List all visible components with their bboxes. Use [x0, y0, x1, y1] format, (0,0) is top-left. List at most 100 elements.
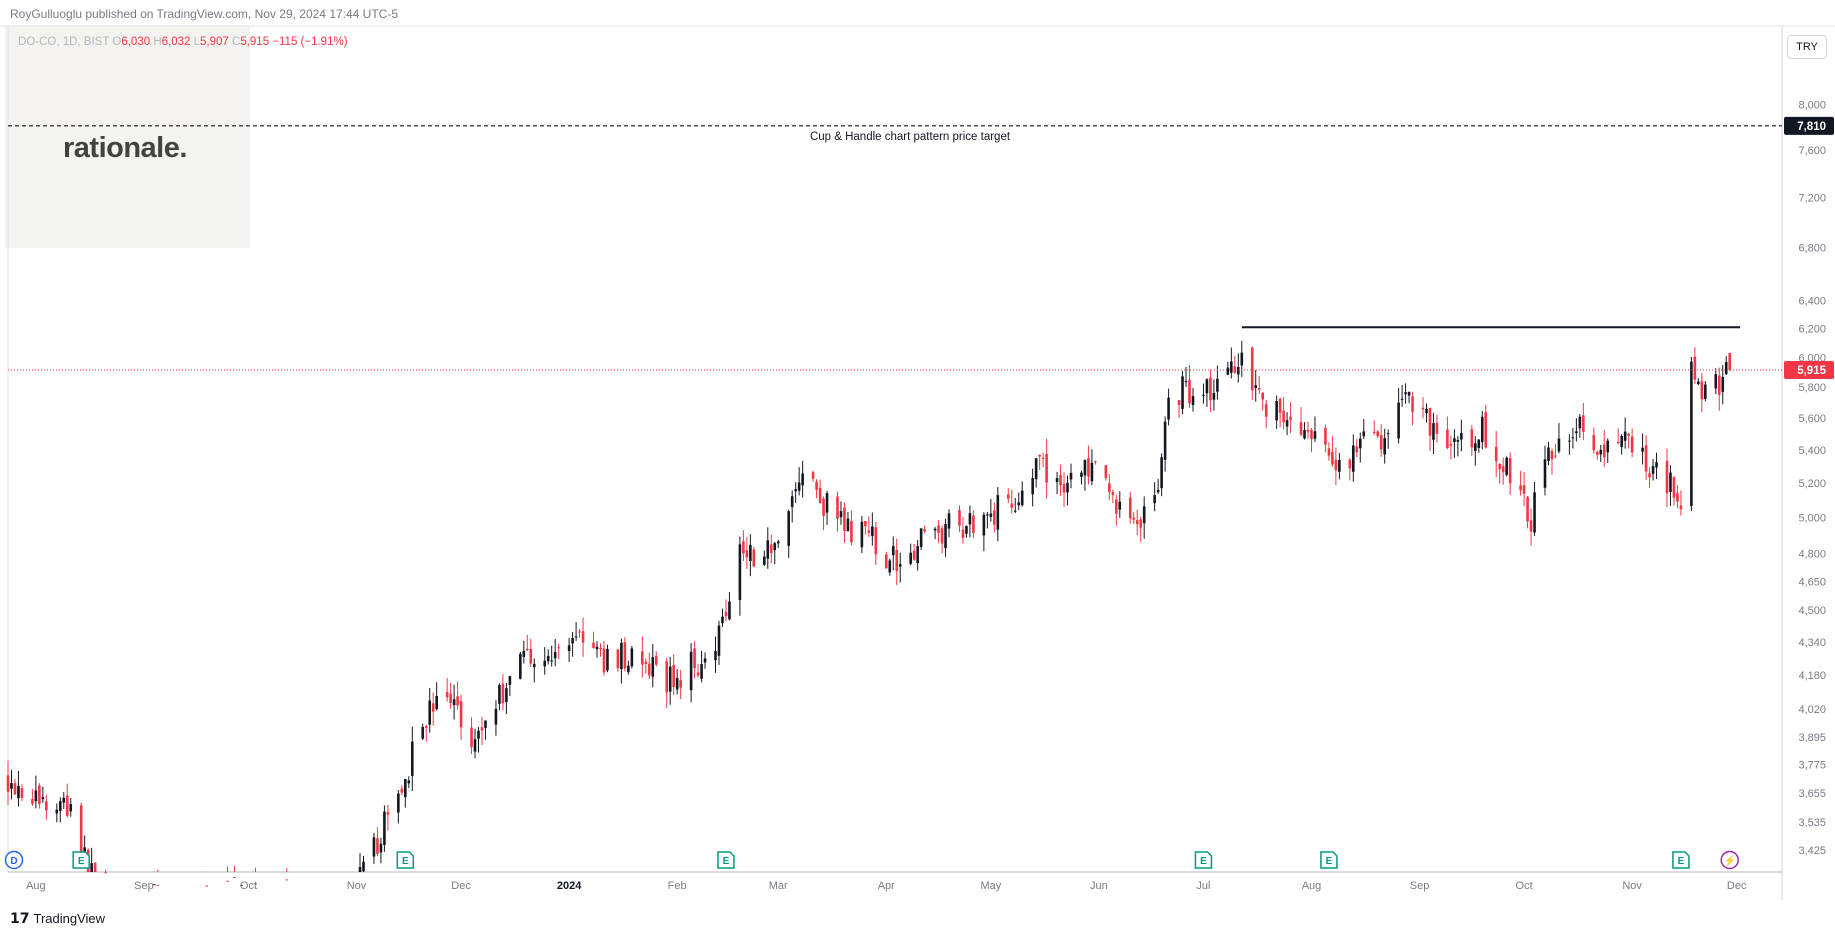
candle — [1376, 429, 1380, 438]
candle-body — [1254, 385, 1258, 388]
candle — [424, 724, 428, 742]
earnings-marker-icon: E — [396, 851, 415, 869]
candle — [996, 487, 1000, 542]
candle — [1153, 482, 1156, 512]
candle — [1338, 452, 1341, 480]
candle — [153, 871, 156, 886]
candle-body — [1324, 427, 1327, 445]
candle — [1303, 422, 1306, 440]
candle — [1264, 399, 1268, 429]
candle — [1362, 418, 1366, 440]
candle — [641, 636, 644, 678]
candle-body — [459, 701, 463, 728]
candle-body — [728, 601, 731, 620]
plot-border — [7, 25, 1783, 873]
candle-body — [703, 658, 707, 663]
events-layer[interactable]: D E E E E E E ⚡ — [4, 850, 1739, 870]
candle-body — [383, 811, 386, 845]
candle-body — [843, 507, 846, 532]
candle-body — [1571, 437, 1575, 439]
candle-body — [410, 741, 414, 776]
candle-body — [1529, 520, 1533, 532]
candle — [1728, 352, 1732, 372]
earnings-marker-icon: E — [1672, 851, 1690, 869]
candle-body — [668, 666, 672, 692]
candle — [156, 869, 160, 886]
candle — [473, 728, 477, 759]
candle — [947, 509, 951, 538]
price-tick-label: 6,800 — [1798, 242, 1826, 254]
candle-body — [1118, 501, 1122, 510]
candle-body — [1421, 407, 1425, 410]
candle — [1230, 347, 1233, 379]
candle-body — [1655, 462, 1658, 468]
candle-body — [620, 642, 623, 670]
candle — [1453, 429, 1456, 458]
candle — [1648, 467, 1651, 489]
candle-body — [787, 511, 790, 546]
candle-body — [1202, 394, 1205, 396]
candle — [672, 654, 675, 696]
candle — [205, 871, 208, 887]
candle-body — [445, 691, 449, 698]
candle-body — [968, 513, 972, 525]
candle — [961, 516, 965, 544]
candle-body — [1554, 455, 1557, 457]
last-price-badge-bg — [1784, 360, 1834, 379]
candle — [843, 502, 846, 543]
candle — [546, 649, 550, 665]
candle-body — [1153, 495, 1156, 504]
candle — [1519, 470, 1522, 496]
candle — [811, 470, 815, 482]
target-price-badge: 7,810 — [1784, 116, 1834, 135]
candle-body — [947, 513, 951, 529]
tradingview-brand: TradingView — [33, 911, 106, 926]
price-tick-label: 4,650 — [1798, 576, 1826, 588]
candle-body — [546, 655, 550, 662]
candle-body — [1599, 449, 1603, 455]
candle — [700, 650, 703, 683]
tradingview-footer[interactable]: 𝟭𝟳 TradingView — [10, 910, 105, 927]
candle — [1522, 471, 1526, 506]
candle — [1407, 391, 1411, 404]
candle — [421, 723, 425, 741]
candle-body — [104, 872, 107, 874]
candle-body — [1575, 431, 1578, 434]
currency-button[interactable]: TRY — [1787, 35, 1827, 59]
candle-body — [940, 528, 944, 544]
candle-body — [919, 528, 923, 547]
price-axis[interactable]: 8,0007,6007,2006,8006,4006,2006,0005,800… — [1784, 100, 1834, 857]
price-tick-label: 6,400 — [1798, 296, 1826, 308]
candle-body — [825, 493, 829, 513]
candle-body — [397, 793, 400, 813]
candle — [1278, 397, 1282, 428]
candle-body — [1230, 361, 1233, 373]
tradingview-logo-icon: 𝟭𝟳 — [10, 910, 30, 926]
candle — [1690, 356, 1693, 512]
time-tick-label: Sep — [134, 880, 154, 892]
price-tick-label: 4,500 — [1798, 605, 1826, 617]
candle-body — [1306, 429, 1310, 432]
candle — [1331, 436, 1334, 467]
candle-body — [1578, 416, 1582, 429]
candle — [1397, 388, 1400, 444]
target-badge-bg — [1784, 116, 1834, 135]
candle-body — [1592, 434, 1596, 451]
time-axis[interactable]: Aug Sep Oct Nov Dec 2024 Feb Mar Apr May Jun Jul Aug… — [26, 880, 1747, 892]
candle — [1386, 429, 1390, 449]
candle-body — [1362, 431, 1366, 437]
candle-body — [1547, 447, 1550, 461]
candle-body — [543, 660, 547, 667]
candle — [794, 482, 797, 503]
price-tick-label: 7,200 — [1798, 192, 1826, 204]
candle-body — [1191, 396, 1195, 406]
candle-body — [989, 513, 993, 517]
candle-body — [90, 863, 93, 872]
candle — [1062, 472, 1066, 507]
candle-body — [1034, 458, 1038, 480]
candle-body — [651, 657, 655, 677]
last-price-badge: 5,915 — [1784, 360, 1834, 379]
candle — [1348, 457, 1352, 481]
candle — [1142, 496, 1146, 539]
